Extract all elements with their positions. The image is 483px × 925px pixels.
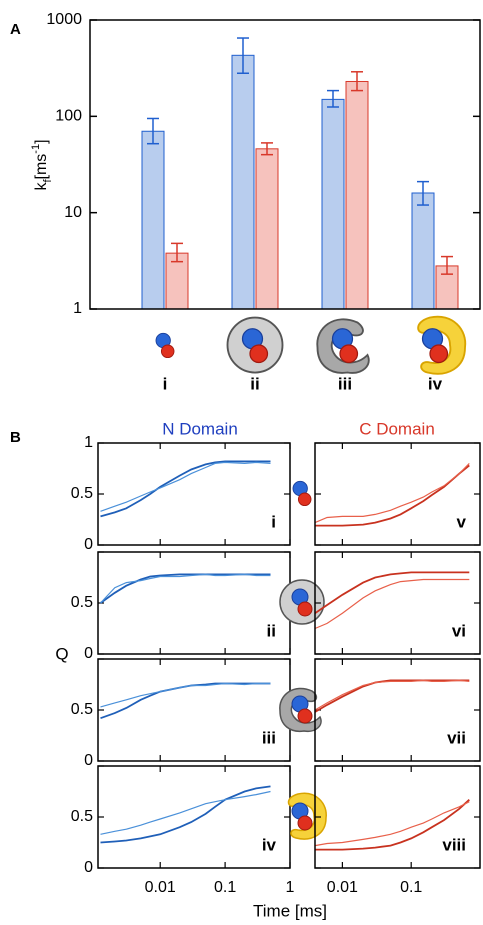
- y-tick-label: 0: [84, 752, 93, 769]
- bar: [322, 99, 344, 309]
- c-domain: [298, 816, 312, 830]
- c-domain: [430, 345, 448, 363]
- c-domain: [298, 602, 312, 616]
- y-tick-label: 1000: [46, 11, 82, 28]
- panel-label: A: [10, 21, 21, 38]
- experiment-line: [315, 463, 469, 522]
- y-tick-label: 1: [84, 434, 93, 451]
- plot-frame: [98, 443, 290, 545]
- y-tick-label: 0: [84, 645, 93, 662]
- experiment-line: [315, 580, 469, 629]
- protein-icon: [293, 481, 311, 505]
- experiment-line: [101, 574, 271, 603]
- simulation-line: [101, 461, 271, 516]
- protein-icon: [418, 317, 465, 374]
- column-title: C Domain: [359, 419, 435, 438]
- figure: A B N Domain C Domain Q Time [ms] kf[ms-…: [0, 0, 483, 925]
- panel-label: viii: [442, 835, 466, 854]
- bar: [232, 55, 254, 309]
- y-axis-label-part: [ms: [33, 154, 50, 180]
- panel-label: iii: [262, 728, 276, 747]
- x-tick-label: 0.1: [214, 879, 236, 896]
- x-tick-label: ii: [250, 374, 259, 393]
- x-tick-label: 1: [286, 879, 295, 896]
- y-axis-label: kf[ms-1]: [30, 139, 54, 190]
- y-tick-label: 10: [64, 204, 82, 221]
- c-domain: [298, 493, 311, 506]
- protein-icon: [228, 318, 283, 373]
- y-tick-label: 0.5: [71, 485, 93, 502]
- protein-icon: [317, 319, 369, 373]
- c-domain: [161, 345, 174, 358]
- y-tick-label: 0.5: [71, 808, 93, 825]
- panel-label: i: [271, 512, 276, 531]
- protein-icon: [289, 793, 327, 839]
- y-tick-label: 0.5: [71, 594, 93, 611]
- y-tick-label: 0: [84, 859, 93, 876]
- x-tick-label: 0.1: [400, 879, 422, 896]
- y-axis-label-part: -1: [30, 144, 42, 154]
- c-domain: [340, 345, 358, 363]
- bar: [256, 149, 278, 309]
- x-tick-label: iii: [338, 374, 352, 393]
- experiment-line: [315, 680, 469, 710]
- x-axis-label: Time [ms]: [253, 901, 327, 920]
- y-tick-label: 100: [55, 108, 82, 125]
- protein-icon: [280, 580, 324, 624]
- y-tick-label: 0: [84, 536, 93, 553]
- y-tick-label: 0.5: [71, 701, 93, 718]
- y-tick-label: 1: [73, 300, 82, 317]
- x-tick-label: 0.01: [327, 879, 358, 896]
- bar: [142, 131, 164, 309]
- experiment-line: [101, 792, 271, 835]
- bar: [412, 193, 434, 309]
- plot-frame: [98, 552, 290, 654]
- protein-icon: [156, 333, 174, 357]
- experiment-line: [101, 462, 271, 511]
- panel-label: ii: [267, 621, 276, 640]
- simulation-line: [315, 572, 469, 613]
- plot-frame: [315, 443, 480, 545]
- c-domain: [298, 709, 312, 723]
- bar: [346, 81, 368, 309]
- y-axis-label-part: ]: [33, 139, 50, 143]
- simulation-line: [101, 684, 271, 719]
- experiment-line: [101, 684, 271, 707]
- y-axis-label: Q: [55, 644, 68, 663]
- simulation-line: [101, 786, 271, 842]
- panel-label: vii: [447, 728, 466, 747]
- panel-label: B: [10, 429, 21, 446]
- simulation-line: [315, 680, 469, 712]
- simulation-line: [101, 574, 271, 603]
- x-tick-label: iv: [428, 374, 443, 393]
- column-title: N Domain: [162, 419, 238, 438]
- c-domain: [250, 345, 268, 363]
- panel-label: vi: [452, 621, 466, 640]
- panel-label: iv: [262, 835, 277, 854]
- panel-label: v: [457, 512, 467, 531]
- x-tick-label: 0.01: [145, 879, 176, 896]
- x-tick-label: i: [163, 374, 168, 393]
